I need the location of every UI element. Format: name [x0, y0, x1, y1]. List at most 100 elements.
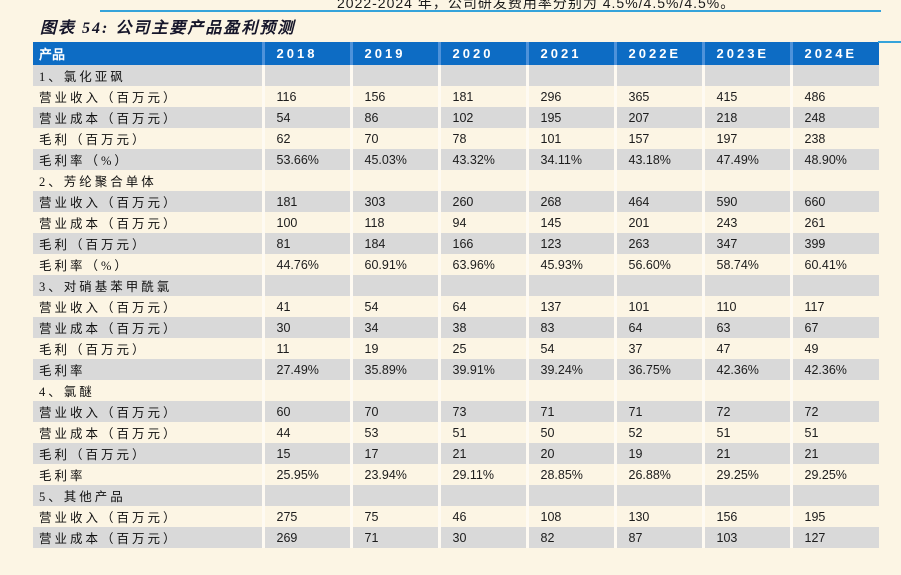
- col-header-year: 2020: [437, 42, 527, 65]
- row-label: 营业成本（百万元）: [39, 427, 179, 441]
- cell-value: 35.89%: [349, 359, 439, 380]
- cell-value: 70: [349, 401, 439, 422]
- row-label: 营业成本（百万元）: [39, 112, 179, 126]
- cell-value: [613, 170, 703, 191]
- cell-value: [349, 380, 439, 401]
- table-row: 营业成本（百万元） 100 118 94 145 201 243 261: [33, 212, 879, 233]
- table-row: 毛利率 25.95% 23.94% 29.11% 28.85% 26.88% 29.25% 2…: [33, 464, 879, 485]
- cell-value: [789, 380, 879, 401]
- header-extension-line: [878, 41, 901, 43]
- cell-value: [349, 65, 439, 86]
- cell-value: 43.18%: [613, 149, 703, 170]
- cell-value: 263: [613, 233, 703, 254]
- row-label: 毛利率（%）: [39, 154, 130, 168]
- cell-value: 29.25%: [701, 464, 791, 485]
- cell-value: 71: [349, 527, 439, 548]
- cell-value: 101: [525, 128, 615, 149]
- cell-value: [437, 170, 527, 191]
- cell-value: 54: [525, 338, 615, 359]
- cell-value: 72: [701, 401, 791, 422]
- cell-value: 48.90%: [789, 149, 879, 170]
- cell-value: [525, 65, 615, 86]
- cell-value: [701, 380, 791, 401]
- cell-value: 60: [261, 401, 351, 422]
- cell-value: 207: [613, 107, 703, 128]
- cell-value: [261, 170, 351, 191]
- cell-value: 47.49%: [701, 149, 791, 170]
- cell-value: 62: [261, 128, 351, 149]
- cell-value: 29.11%: [437, 464, 527, 485]
- group-row: 4、氯醚: [33, 380, 879, 401]
- cell-value: 102: [437, 107, 527, 128]
- table-row: 营业收入（百万元） 41 54 64 137 101 110 117: [33, 296, 879, 317]
- cell-value: 36.75%: [613, 359, 703, 380]
- cell-value: [613, 485, 703, 506]
- cell-value: 51: [701, 422, 791, 443]
- cell-value: 54: [261, 107, 351, 128]
- row-label: 营业收入（百万元）: [39, 91, 179, 105]
- cell-value: 78: [437, 128, 527, 149]
- cell-value: [261, 380, 351, 401]
- cell-value: 39.91%: [437, 359, 527, 380]
- cell-value: 21: [701, 443, 791, 464]
- row-label: 营业收入（百万元）: [39, 406, 179, 420]
- cell-value: 53: [349, 422, 439, 443]
- cell-value: 83: [525, 317, 615, 338]
- row-label: 营业收入（百万元）: [39, 301, 179, 315]
- cell-value: 42.36%: [701, 359, 791, 380]
- cell-value: 21: [789, 443, 879, 464]
- cell-value: 51: [437, 422, 527, 443]
- figure-title: 图表 54: 公司主要产品盈利预测: [40, 20, 296, 37]
- cell-value: 71: [613, 401, 703, 422]
- row-label: 毛利（百万元）: [39, 238, 148, 252]
- table-row: 营业成本（百万元） 54 86 102 195 207 218 248: [33, 107, 879, 128]
- table-row: 营业收入（百万元） 275 75 46 108 130 156 195: [33, 506, 879, 527]
- cell-value: [525, 380, 615, 401]
- cell-value: 52: [613, 422, 703, 443]
- cell-value: 296: [525, 86, 615, 107]
- cell-value: 464: [613, 191, 703, 212]
- table-row: 毛利（百万元） 62 70 78 101 157 197 238: [33, 128, 879, 149]
- table-row: 营业收入（百万元） 116 156 181 296 365 415 486: [33, 86, 879, 107]
- group-label: 5、其他产品: [39, 490, 126, 504]
- col-header-year: 2024E: [789, 42, 879, 65]
- cell-value: 157: [613, 128, 703, 149]
- cell-value: 101: [613, 296, 703, 317]
- cell-value: [613, 380, 703, 401]
- cell-value: 46: [437, 506, 527, 527]
- cell-value: 30: [261, 317, 351, 338]
- col-header-year: 2022E: [613, 42, 703, 65]
- col-header-year: 2018: [261, 42, 351, 65]
- cell-value: 38: [437, 317, 527, 338]
- cell-value: 44.76%: [261, 254, 351, 275]
- cell-value: 156: [701, 506, 791, 527]
- cell-value: 39.24%: [525, 359, 615, 380]
- table-row: 毛利（百万元） 11 19 25 54 37 47 49: [33, 338, 879, 359]
- cell-value: [789, 65, 879, 86]
- group-label: 2、芳纶聚合单体: [39, 175, 157, 189]
- cell-value: 103: [701, 527, 791, 548]
- cell-value: [701, 65, 791, 86]
- cell-value: 195: [789, 506, 879, 527]
- cell-value: 137: [525, 296, 615, 317]
- cell-value: 181: [437, 86, 527, 107]
- cell-value: 25: [437, 338, 527, 359]
- cell-value: [261, 485, 351, 506]
- cell-value: 590: [701, 191, 791, 212]
- table-row: 营业成本（百万元） 269 71 30 82 87 103 127: [33, 527, 879, 548]
- group-label: 3、对硝基苯甲酰氯: [39, 280, 173, 294]
- cell-value: 127: [789, 527, 879, 548]
- cell-value: 86: [349, 107, 439, 128]
- cell-value: [349, 170, 439, 191]
- cell-value: 64: [613, 317, 703, 338]
- cell-value: 71: [525, 401, 615, 422]
- table-row: 营业收入（百万元） 60 70 73 71 71 72 72: [33, 401, 879, 422]
- table-row: 营业收入（百万元） 181 303 260 268 464 590 660: [33, 191, 879, 212]
- cell-value: 365: [613, 86, 703, 107]
- table-row: 毛利率（%） 44.76% 60.91% 63.96% 45.93% 56.60% 58.7…: [33, 254, 879, 275]
- cell-value: 415: [701, 86, 791, 107]
- cell-value: 34.11%: [525, 149, 615, 170]
- table-header-row: 产品 2018 2019 2020 2021 2022E 2023E 2024E: [33, 42, 879, 65]
- cell-value: 130: [613, 506, 703, 527]
- cell-value: 261: [789, 212, 879, 233]
